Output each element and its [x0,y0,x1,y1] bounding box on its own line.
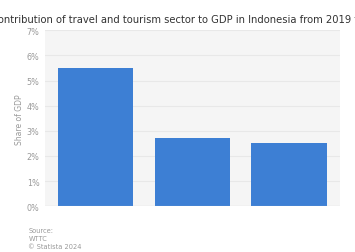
Bar [251,144,327,206]
Bar [58,69,133,206]
Bar [154,139,230,206]
Text: Source:
WTTC
© Statista 2024: Source: WTTC © Statista 2024 [28,228,82,249]
Y-axis label: Share of GDP: Share of GDP [15,93,24,144]
Title: Contribution of travel and tourism sector to GDP in Indonesia from 2019 to 2021: Contribution of travel and tourism secto… [0,15,355,25]
